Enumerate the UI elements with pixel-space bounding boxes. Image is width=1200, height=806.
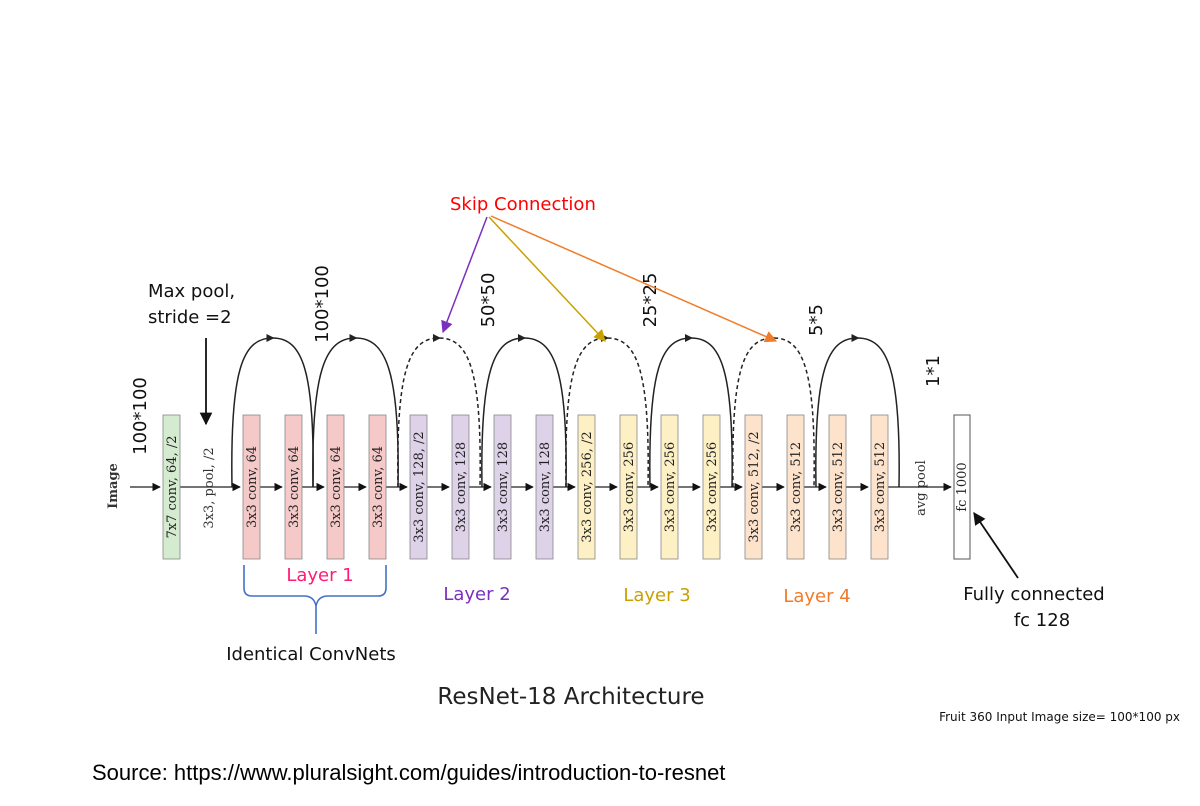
conv-block-label: 3x3 conv, 512: [831, 442, 846, 532]
avgpool-label: avg pool: [914, 460, 929, 516]
fc-note-line1: Fully connected: [963, 584, 1104, 605]
conv-block-label: 3x3 conv, 64: [371, 446, 386, 528]
identical-convnets-label: Identical ConvNets: [226, 644, 396, 665]
layer4-label: Layer 4: [783, 586, 850, 607]
conv-block-label: 3x3 conv, 256: [663, 442, 678, 532]
fc-note-line2: fc 128: [1014, 610, 1070, 631]
source-citation: Source: https://www.pluralsight.com/guid…: [92, 760, 725, 786]
dim-label-layer2: 50*50: [478, 273, 499, 328]
skip-arc-arrowhead: [433, 334, 441, 342]
layer1-label: Layer 1: [286, 565, 353, 586]
input-label: Image: [106, 463, 121, 509]
layer2-label: Layer 2: [443, 584, 510, 605]
maxpool-note-line1: Max pool,: [148, 281, 235, 302]
skip-arrow-layer3: [489, 217, 605, 341]
conv-block-label: 3x3 conv, 256: [705, 442, 720, 532]
skip-arc-arrowhead: [852, 334, 860, 342]
conv-block-label: 3x3 conv, 128: [538, 442, 553, 532]
pool-label: 3x3, pool, /2: [202, 447, 217, 528]
maxpool-note-line2: stride =2: [148, 307, 232, 328]
conv-block-label: 3x3 conv, 64: [329, 446, 344, 528]
dim-label-input: 100*100: [130, 377, 151, 455]
dim-label-layer1: 100*100: [312, 265, 333, 343]
dim-label-output: 1*1: [923, 355, 944, 387]
conv-block-label: 3x3 conv, 128: [454, 442, 469, 532]
skip-arc-arrowhead: [350, 334, 358, 342]
dim-label-layer3: 25*25: [640, 273, 661, 328]
skip-connection-label: Skip Connection: [450, 194, 596, 215]
skip-arrow-layer4: [491, 216, 776, 341]
layer3-label: Layer 3: [623, 585, 690, 606]
conv-block-label: 3x3 conv, 128, /2: [412, 431, 427, 542]
conv-block-label: 3x3 conv, 64: [245, 446, 260, 528]
conv-block-label: 3x3 conv, 512: [873, 442, 888, 532]
diagram-title: ResNet-18 Architecture: [437, 684, 704, 710]
skip-arc-arrowhead: [267, 334, 275, 342]
skip-arc-arrowhead: [685, 334, 693, 342]
conv-block-label: 3x3 conv, 512: [789, 442, 804, 532]
skip-arc-arrowhead: [518, 334, 526, 342]
conv-block-label: 3x3 conv, 512, /2: [747, 431, 762, 542]
dim-label-layer4: 5*5: [806, 304, 827, 336]
conv-block-label: 7x7 conv, 64, /2: [165, 435, 180, 538]
fc-note-arrow: [974, 513, 1018, 578]
conv-block-label: 3x3 conv, 64: [287, 446, 302, 528]
fc-block-label: fc 1000: [955, 462, 970, 511]
conv-block-label: 3x3 conv, 256: [622, 442, 637, 532]
input-size-note: Fruit 360 Input Image size= 100*100 px: [939, 710, 1180, 724]
conv-block-label: 3x3 conv, 256, /2: [580, 431, 595, 542]
conv-block-label: 3x3 conv, 128: [496, 442, 511, 532]
